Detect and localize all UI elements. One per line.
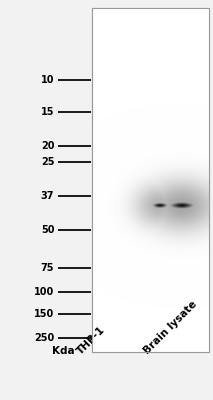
Text: 250: 250 — [34, 333, 54, 343]
Bar — [92, 8, 209, 352]
Text: 100: 100 — [34, 287, 54, 297]
Text: 37: 37 — [41, 191, 54, 201]
Text: 50: 50 — [41, 225, 54, 235]
Text: Kda: Kda — [52, 346, 74, 356]
Text: 25: 25 — [41, 157, 54, 167]
Bar — [92, 8, 209, 352]
Text: 150: 150 — [34, 309, 54, 319]
Text: 20: 20 — [41, 141, 54, 151]
Text: 10: 10 — [41, 75, 54, 85]
Text: 75: 75 — [41, 263, 54, 273]
Text: THP-1: THP-1 — [75, 324, 107, 356]
Text: Brain lysate: Brain lysate — [142, 299, 199, 356]
Text: 15: 15 — [41, 107, 54, 117]
